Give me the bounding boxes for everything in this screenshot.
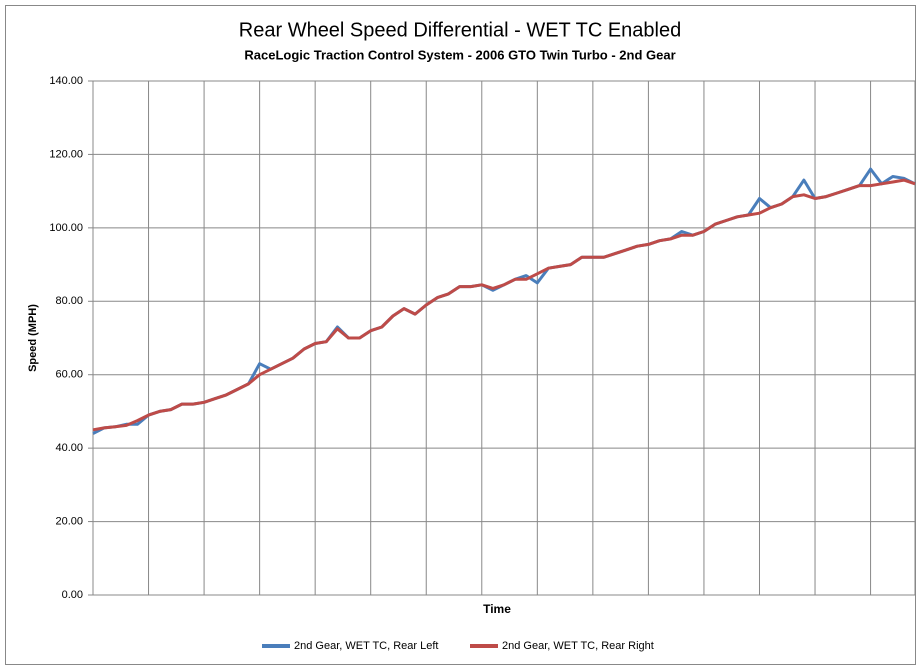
chart-frame [5,5,916,665]
y-tick-label: 40.00 [55,442,83,454]
x-axis-label: Time [483,602,511,616]
y-tick-label: 80.00 [55,295,83,307]
legend-label: 2nd Gear, WET TC, Rear Right [502,640,654,652]
legend-label: 2nd Gear, WET TC, Rear Left [294,640,439,652]
chart-subtitle: RaceLogic Traction Control System - 2006… [244,47,675,62]
y-tick-label: 120.00 [49,148,83,160]
chart-title: Rear Wheel Speed Differential - WET TC E… [239,19,681,41]
y-tick-label: 140.00 [49,75,83,87]
y-tick-label: 20.00 [55,515,83,527]
plot-area [92,80,916,596]
y-tick-label: 100.00 [49,222,83,234]
series-line [92,178,916,432]
y-tick-label: 0.00 [62,589,83,601]
y-axis-label: Speed (MPH) [27,304,39,372]
y-tick-label: 60.00 [55,369,83,381]
